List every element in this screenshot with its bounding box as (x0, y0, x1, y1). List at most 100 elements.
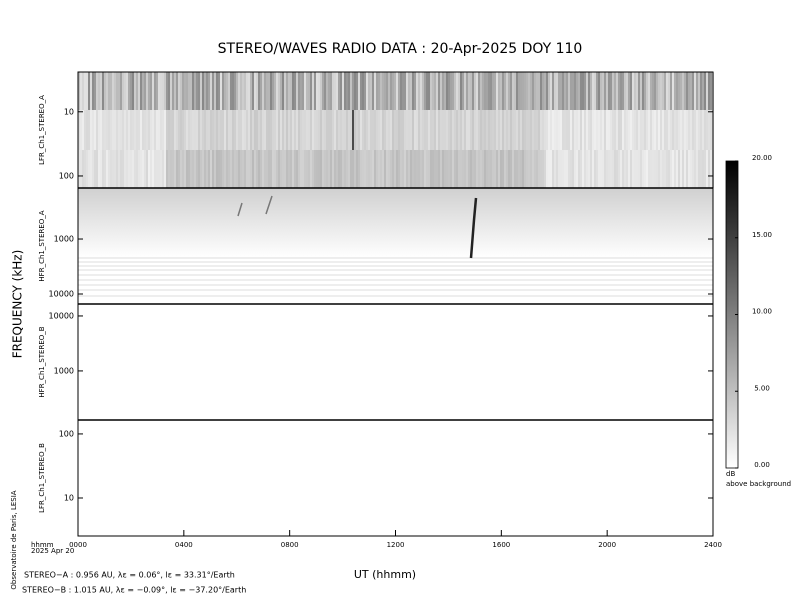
spectrogram-texture (214, 110, 216, 150)
spectrogram-texture (618, 72, 620, 110)
spectrogram-texture (700, 72, 702, 110)
spectrogram-texture (498, 110, 500, 150)
spectrogram-texture (404, 150, 406, 188)
spectrogram-texture (162, 72, 164, 110)
spectrogram-texture (348, 150, 350, 188)
spectrogram-texture (588, 150, 590, 188)
spectrogram-texture (492, 110, 494, 150)
spectrogram-texture (78, 110, 80, 150)
spectrogram-texture (264, 110, 266, 150)
spectrogram-texture (100, 72, 102, 110)
spectrogram-texture (464, 72, 466, 110)
spectrogram-texture (88, 72, 90, 110)
spectrogram-texture (556, 110, 558, 150)
spectrogram-texture (196, 72, 198, 110)
spectrogram-texture (444, 72, 446, 110)
spectrogram-texture (90, 110, 92, 150)
spectrogram-texture (298, 72, 300, 110)
spectrogram-texture (676, 110, 678, 150)
spectrogram-texture (506, 150, 508, 188)
spectrogram-texture (606, 150, 608, 188)
spectrogram-texture (310, 72, 312, 110)
spectrogram-texture (412, 150, 414, 188)
spectrogram-texture (270, 150, 272, 188)
spectrogram-texture (156, 110, 158, 150)
spectrogram-texture (628, 72, 630, 110)
spectrogram-texture (108, 150, 110, 188)
spectrogram-texture (380, 110, 382, 150)
spectrogram-texture (246, 72, 248, 110)
spectrogram-texture (150, 150, 152, 188)
spectrogram-texture (400, 150, 402, 188)
spectrogram-texture (322, 150, 324, 188)
spectrogram-texture (600, 150, 602, 188)
spectrogram-texture (234, 150, 236, 188)
spectrogram-texture (524, 110, 526, 150)
spectrogram-texture (136, 110, 138, 150)
spectrogram-texture (666, 72, 668, 110)
spectrogram-texture (568, 72, 570, 110)
spectrogram-texture (698, 110, 700, 150)
spectrogram-texture (544, 110, 546, 150)
spectrogram-texture (280, 72, 282, 110)
spectrogram-texture (478, 72, 480, 110)
spectrogram-texture (466, 72, 468, 110)
spectrogram-texture (458, 110, 460, 150)
spectrogram-texture (332, 150, 334, 188)
spectrogram-texture (436, 150, 438, 188)
spectrogram-texture (448, 72, 450, 110)
spectrogram-texture (118, 110, 120, 150)
spectrogram-texture (502, 110, 504, 150)
spectrogram-texture (104, 72, 106, 110)
spectrogram-texture (444, 150, 446, 188)
spectrogram-texture (450, 72, 452, 110)
spectrogram-texture (148, 72, 150, 110)
spectrogram-texture (216, 110, 218, 150)
spectrogram-texture (638, 110, 640, 150)
spectrogram-texture (312, 150, 314, 188)
spectrogram-texture (710, 150, 712, 188)
spectrogram-texture (548, 150, 550, 188)
spectrogram-texture (262, 72, 264, 110)
spectrogram-texture (162, 110, 164, 150)
spectrogram-texture (558, 150, 560, 188)
spectrogram-texture (536, 72, 538, 110)
x-tick-label: 0000 (69, 541, 87, 549)
spectrogram-texture (314, 72, 316, 110)
spectrogram-texture (172, 72, 174, 110)
spectrogram-texture (192, 110, 194, 150)
spectrogram-texture (152, 150, 154, 188)
spectrogram-texture (402, 150, 404, 188)
spectrogram-texture (546, 150, 548, 188)
spectrogram-texture (424, 72, 426, 110)
spectrogram-texture (214, 72, 216, 110)
spectrogram-texture (372, 72, 374, 110)
spectrogram-texture (542, 110, 544, 150)
spectrogram-texture (536, 110, 538, 150)
spectrogram-texture (296, 110, 298, 150)
spectrogram-texture (256, 110, 258, 150)
spectrogram-texture (542, 72, 544, 110)
spectrogram-texture (578, 72, 580, 110)
spectrogram-texture (522, 72, 524, 110)
spectrogram-texture (524, 150, 526, 188)
spectrogram-texture (194, 110, 196, 150)
spectrogram-texture (138, 110, 140, 150)
spectrogram-texture (638, 150, 640, 188)
spectrogram-texture (202, 110, 204, 150)
spectrogram-texture (152, 72, 154, 110)
spectrogram-texture (234, 110, 236, 150)
spectrogram-texture (236, 150, 238, 188)
spectrogram-texture (596, 110, 598, 150)
spectrogram-texture (684, 110, 686, 150)
spectrogram-texture (212, 150, 214, 188)
spectrogram-texture (282, 72, 284, 110)
spectrogram-texture (224, 110, 226, 150)
spectrogram-texture (396, 72, 398, 110)
spectrogram-texture (98, 72, 100, 110)
spectrogram-texture (596, 72, 598, 110)
spectrogram-texture (92, 150, 94, 188)
spectrogram-texture (230, 150, 232, 188)
spectrogram-texture (534, 110, 536, 150)
spectrogram-texture (358, 150, 360, 188)
